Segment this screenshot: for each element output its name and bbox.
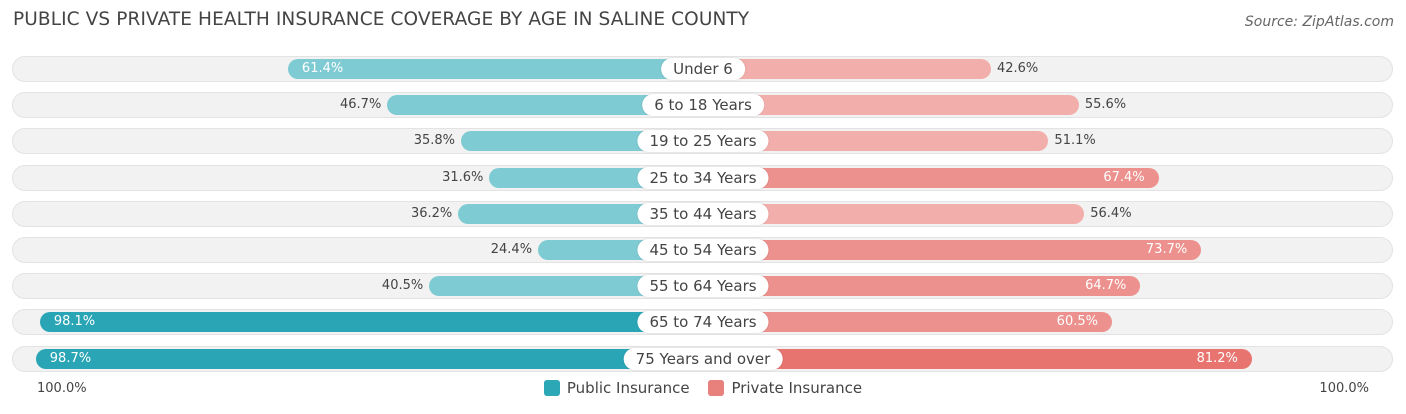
axis-right-label: 100.0% <box>1319 381 1369 396</box>
private-value-label: 73.7% <box>1145 242 1188 257</box>
legend: Public Insurance Private Insurance <box>0 379 1406 400</box>
legend-item-private: Private Insurance <box>708 379 862 397</box>
category-label: 35 to 44 Years <box>637 202 769 225</box>
public-value-label: 31.6% <box>442 169 484 185</box>
private-value-label: 55.6% <box>1084 97 1127 113</box>
private-value-label: 64.7% <box>1085 278 1127 294</box>
public-value-label: 24.4% <box>490 242 533 257</box>
category-label: Under 6 <box>661 58 745 80</box>
private-bar <box>703 131 1049 152</box>
private-value-label: 60.5% <box>1056 314 1098 330</box>
category-label: 65 to 74 Years <box>637 311 769 334</box>
public-bar <box>35 348 703 369</box>
private-value-label: 81.2% <box>1196 350 1238 366</box>
chart-title: PUBLIC VS PRIVATE HEALTH INSURANCE COVER… <box>13 9 750 30</box>
legend-label-private: Private Insurance <box>731 379 863 397</box>
public-value-label: 61.4% <box>301 61 344 76</box>
private-bar <box>703 203 1085 224</box>
category-label: 25 to 34 Years <box>637 166 769 189</box>
source-label: Source: ZipAtlas.com <box>1244 14 1394 30</box>
private-bar <box>703 167 1159 188</box>
category-label: 45 to 54 Years <box>637 239 769 261</box>
public-value-label: 98.1% <box>53 314 96 330</box>
private-bar <box>703 276 1141 297</box>
public-bar <box>387 95 703 116</box>
public-bar <box>429 276 703 297</box>
public-value-label: 98.7% <box>49 350 92 366</box>
private-value-label: 67.4% <box>1103 169 1145 185</box>
axis-left-label: 100.0% <box>37 381 87 396</box>
category-label: 19 to 25 Years <box>637 130 769 153</box>
public-bar <box>287 59 703 79</box>
private-bar <box>703 348 1252 369</box>
legend-item-public: Public Insurance <box>543 379 690 397</box>
private-value-label: 42.6% <box>996 61 1039 76</box>
private-bar <box>703 95 1079 116</box>
public-value-label: 40.5% <box>381 278 424 294</box>
private-bar <box>703 59 991 79</box>
private-bar <box>703 312 1112 333</box>
private-bar <box>703 240 1202 260</box>
category-label: 75 Years and over <box>623 347 783 370</box>
legend-swatch-private <box>708 380 725 396</box>
public-value-label: 35.8% <box>413 133 455 149</box>
category-label: 55 to 64 Years <box>637 275 769 298</box>
public-bar <box>39 312 703 333</box>
category-label: 6 to 18 Years <box>642 94 764 117</box>
chart-area: 61.4% 42.6% Under 6 46.7% 55.6% 6 to 18 Years… <box>12 56 1393 372</box>
legend-swatch-public <box>543 380 560 396</box>
public-value-label: 36.2% <box>410 205 453 221</box>
legend-label-public: Public Insurance <box>566 379 690 397</box>
private-value-label: 56.4% <box>1090 205 1132 221</box>
public-value-label: 46.7% <box>340 97 382 113</box>
private-value-label: 51.1% <box>1054 133 1096 149</box>
